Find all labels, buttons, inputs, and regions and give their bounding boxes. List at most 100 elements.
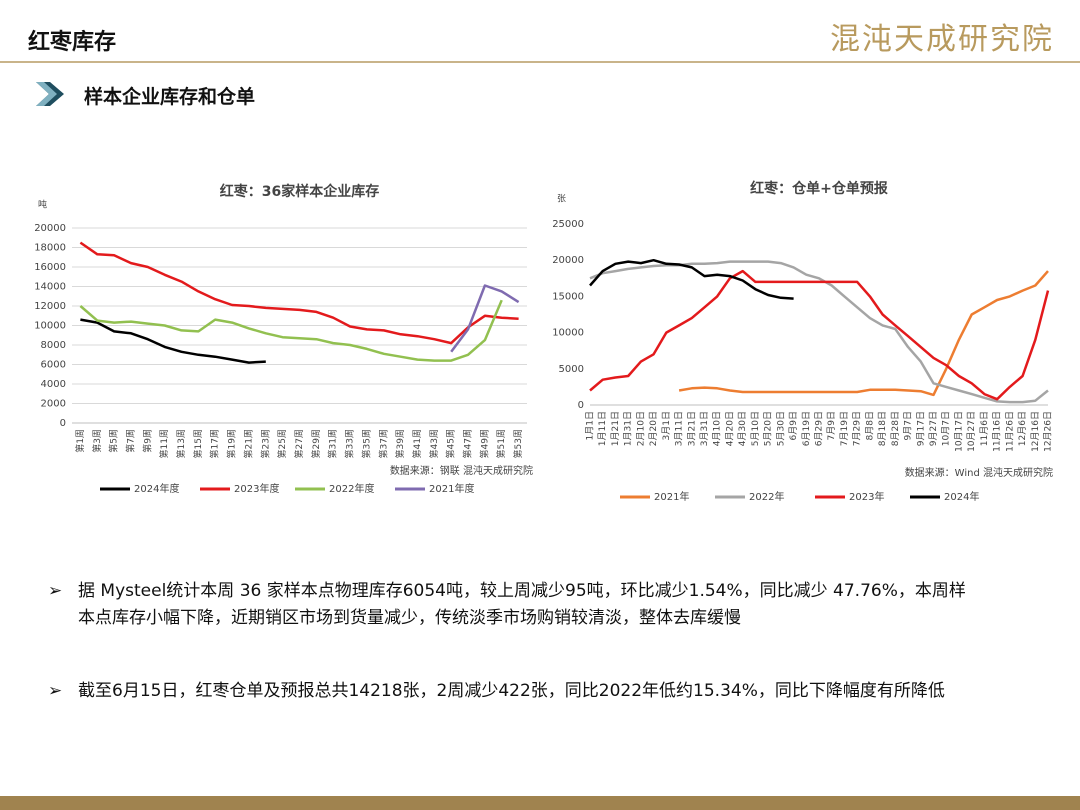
- series-line: [589, 258, 794, 300]
- x-tick-label: 1月11日: [597, 411, 608, 446]
- legend-label: 2023年度: [234, 482, 279, 495]
- x-tick-label: 3月21日: [686, 411, 697, 446]
- x-tick-label: 10月27日: [966, 411, 977, 452]
- legend-label: 2023年: [849, 490, 884, 503]
- series-line: [79, 241, 519, 345]
- x-tick-label: 第37周: [377, 429, 389, 458]
- legend-label: 2024年: [944, 490, 979, 503]
- y-tick-label: 25000: [552, 219, 584, 230]
- x-tick-label: 第1周: [74, 429, 86, 453]
- section-icon: [36, 82, 64, 106]
- x-tick-label: 9月27日: [928, 411, 939, 446]
- x-tick-label: 第31周: [327, 429, 339, 458]
- y-tick-label: 10000: [552, 328, 584, 339]
- y-tick-label: 15000: [552, 291, 584, 302]
- x-tick-label: 第21周: [242, 429, 254, 458]
- x-tick-label: 2月20日: [648, 411, 659, 446]
- bullet-text: 据 Mysteel统计本周 36 家样本点物理库存6054吨，较上周减少95吨，…: [78, 581, 966, 628]
- x-tick-label: 8月8日: [864, 411, 875, 440]
- footer-bar: [0, 796, 1080, 810]
- x-tick-label: 第29周: [310, 429, 322, 458]
- y-tick-label: 14000: [34, 282, 66, 293]
- x-tick-label: 第17周: [209, 429, 221, 458]
- x-tick-label: 9月7日: [903, 411, 914, 440]
- legend-label: 2024年度: [134, 482, 179, 495]
- y-tick-label: 0: [60, 418, 66, 429]
- x-tick-label: 第41周: [411, 429, 423, 458]
- source-note: 数据来源：Wind 混沌天成研究院: [905, 466, 1053, 479]
- x-tick-label: 5月10日: [750, 411, 761, 446]
- y-tick-label: 0: [578, 400, 584, 411]
- x-tick-label: 第11周: [158, 429, 170, 458]
- legend-label: 2021年: [654, 490, 689, 503]
- chart-title: 红枣：仓单+仓单预报: [750, 180, 888, 197]
- x-tick-label: 第23周: [259, 429, 271, 458]
- x-tick-label: 8月28日: [890, 411, 901, 446]
- x-tick-label: 第53周: [512, 429, 524, 458]
- x-tick-label: 第3周: [91, 429, 103, 453]
- x-tick-label: 第51周: [495, 429, 507, 458]
- x-tick-label: 1月31日: [623, 411, 634, 446]
- y-axis-unit: 张: [557, 194, 566, 205]
- source-note: 数据来源：钢联 混沌天成研究院: [390, 464, 533, 477]
- x-tick-label: 3月31日: [699, 411, 710, 446]
- x-tick-label: 第49周: [478, 429, 490, 458]
- x-tick-label: 第5周: [108, 429, 120, 453]
- series-line: [79, 299, 503, 362]
- x-tick-label: 第33周: [344, 429, 356, 458]
- x-tick-label: 10月17日: [953, 411, 964, 452]
- slide-title: 红枣库存: [28, 30, 117, 55]
- y-tick-label: 20000: [552, 255, 584, 266]
- x-tick-label: 第9周: [141, 429, 153, 453]
- x-tick-label: 第7周: [124, 429, 136, 453]
- x-tick-label: 12月6日: [1017, 411, 1028, 446]
- x-tick-label: 1月1日: [585, 411, 596, 440]
- bullet-text: 截至6月15日，红枣仓单及预报总共14218张，2周减少422张，同比2022年…: [78, 681, 945, 701]
- x-tick-label: 3月1日: [661, 411, 672, 440]
- x-tick-label: 7月19日: [839, 411, 850, 446]
- series-line: [589, 260, 1049, 404]
- x-tick-label: 5月30日: [775, 411, 786, 446]
- x-tick-label: 4月20日: [724, 411, 735, 446]
- y-axis-unit: 吨: [38, 199, 47, 211]
- x-tick-label: 4月10日: [712, 411, 723, 446]
- series-line: [450, 284, 520, 353]
- x-tick-label: 12月16日: [1030, 411, 1041, 452]
- x-tick-label: 6月19日: [801, 411, 812, 446]
- x-tick-label: 第35周: [360, 429, 372, 458]
- y-tick-label: 18000: [34, 243, 66, 254]
- legend-label: 2022年度: [329, 482, 374, 495]
- x-tick-label: 10月7日: [941, 411, 952, 446]
- x-tick-label: 8月18日: [877, 411, 888, 446]
- x-tick-label: 第19周: [226, 429, 238, 458]
- y-tick-label: 4000: [41, 379, 66, 390]
- x-tick-label: 第39周: [394, 429, 406, 458]
- y-tick-label: 10000: [34, 321, 66, 332]
- x-tick-label: 11月26日: [1004, 411, 1015, 452]
- x-tick-label: 9月17日: [915, 411, 926, 446]
- x-tick-label: 7月9日: [826, 411, 837, 440]
- x-tick-label: 第15周: [192, 429, 204, 458]
- x-tick-label: 12月26日: [1043, 411, 1054, 452]
- x-tick-label: 11月16日: [992, 411, 1003, 452]
- y-tick-label: 2000: [41, 399, 66, 410]
- x-tick-label: 第47周: [462, 429, 474, 458]
- y-tick-label: 20000: [34, 223, 66, 234]
- header-rule: [0, 61, 1080, 63]
- y-tick-label: 8000: [41, 340, 66, 351]
- bullet: ➢ 截至6月15日，红枣仓单及预报总共14218张，2周减少422张，同比2022…: [48, 678, 968, 705]
- x-tick-label: 第13周: [175, 429, 187, 458]
- logo: 混沌天成研究院: [830, 22, 1054, 57]
- x-tick-label: 5月20日: [763, 411, 774, 446]
- x-tick-label: 7月29日: [852, 411, 863, 446]
- x-tick-label: 3月11日: [674, 411, 685, 446]
- series-line: [678, 270, 1049, 397]
- x-tick-label: 2月10日: [635, 411, 646, 446]
- series-line: [589, 269, 1050, 401]
- y-tick-label: 6000: [41, 360, 66, 371]
- series-line: [80, 318, 266, 364]
- section-title: 样本企业库存和仓单: [84, 86, 256, 108]
